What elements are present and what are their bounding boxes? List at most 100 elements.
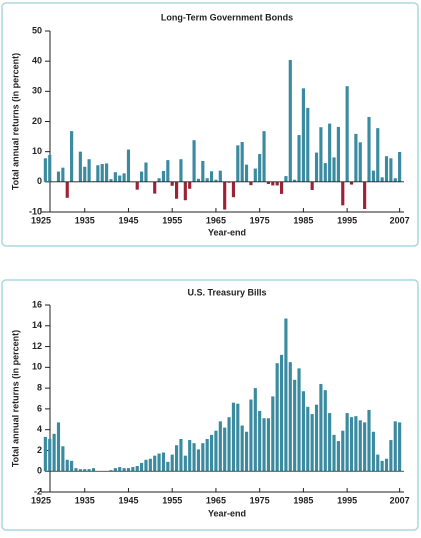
bar: [363, 422, 366, 471]
bar: [149, 459, 152, 471]
bar: [171, 182, 174, 186]
x-tick-label: 1965: [206, 495, 226, 505]
bar: [61, 446, 64, 471]
bar: [376, 128, 379, 182]
bar: [297, 135, 300, 182]
y-tick-label: 8: [37, 382, 42, 392]
x-tick-label: 1955: [162, 215, 182, 225]
bar: [346, 86, 349, 182]
bar: [179, 159, 182, 182]
bar: [127, 468, 130, 471]
bar: [210, 171, 213, 182]
bar: [70, 131, 73, 182]
bar: [350, 182, 353, 185]
bar: [223, 182, 226, 210]
bar: [267, 418, 270, 471]
x-tick-label: 1985: [293, 495, 313, 505]
bar: [319, 384, 322, 471]
bar: [385, 459, 388, 471]
bar: [324, 390, 327, 471]
bar: [354, 416, 357, 471]
bar: [381, 461, 384, 471]
x-axis-label: Year-end: [208, 227, 246, 237]
bar: [175, 182, 178, 199]
bar: [166, 160, 169, 182]
chart-title: Long-Term Government Bonds: [161, 12, 293, 22]
bar: [109, 179, 112, 182]
y-tick-label: 40: [32, 56, 42, 66]
bar: [254, 388, 257, 471]
bar: [61, 168, 64, 182]
bar: [306, 108, 309, 182]
bar: [219, 171, 222, 182]
bar: [302, 391, 305, 471]
bar: [293, 380, 296, 471]
bar: [394, 421, 397, 471]
bar: [254, 169, 257, 182]
bar: [359, 420, 362, 471]
bar: [297, 368, 300, 471]
bar: [311, 182, 314, 190]
bar: [332, 157, 335, 181]
bar: [241, 426, 244, 472]
bar: [311, 414, 314, 471]
bar: [324, 163, 327, 182]
bar: [114, 468, 117, 471]
bar: [201, 443, 204, 471]
bar: [271, 396, 274, 471]
bar: [289, 362, 292, 471]
bar: [381, 177, 384, 182]
bar: [57, 422, 60, 471]
y-tick-label: 6: [37, 403, 42, 413]
bar: [83, 167, 86, 182]
y-axis-label: Total annual returns (in percent): [10, 330, 20, 467]
bar: [206, 439, 209, 471]
bar: [123, 468, 126, 471]
bar: [337, 127, 340, 182]
x-tick-label: 2007: [390, 215, 410, 225]
bar: [118, 175, 121, 181]
x-tick-label: 1955: [162, 495, 182, 505]
y-tick-label: 10: [32, 362, 42, 372]
y-tick-label: 0: [37, 466, 42, 476]
bar: [372, 432, 375, 471]
bar: [140, 172, 143, 182]
bar: [315, 153, 318, 182]
y-tick-label: 14: [32, 320, 42, 330]
bar: [276, 363, 279, 471]
bar: [398, 422, 401, 471]
bar: [53, 434, 56, 471]
x-tick-label: 1995: [337, 495, 357, 505]
bar: [350, 417, 353, 471]
bar: [232, 182, 235, 197]
y-tick-label: 50: [32, 25, 42, 35]
bar: [140, 463, 143, 471]
bar: [188, 440, 191, 471]
bar: [105, 163, 108, 181]
x-tick-label: 2007: [390, 495, 410, 505]
bar: [184, 456, 187, 472]
bar: [394, 178, 397, 182]
bar: [262, 131, 265, 182]
bar: [74, 468, 77, 471]
bar: [328, 413, 331, 471]
bar: [385, 156, 388, 182]
bar: [179, 439, 182, 471]
bar: [92, 468, 95, 471]
bar: [341, 431, 344, 472]
x-tick-label: 1945: [118, 495, 138, 505]
bar: [376, 455, 379, 472]
bar: [245, 432, 248, 471]
bar: [276, 182, 279, 186]
y-axis-label: Total annual returns (in percent): [10, 53, 20, 190]
bar: [48, 439, 51, 471]
x-tick-label: 1935: [75, 215, 95, 225]
bar: [166, 462, 169, 471]
bar: [96, 165, 99, 182]
bar: [158, 454, 161, 472]
bar: [284, 319, 287, 472]
x-tick-label: 1925: [31, 215, 51, 225]
x-tick-label: 1985: [293, 215, 313, 225]
bar: [332, 435, 335, 471]
bar: [197, 179, 200, 182]
